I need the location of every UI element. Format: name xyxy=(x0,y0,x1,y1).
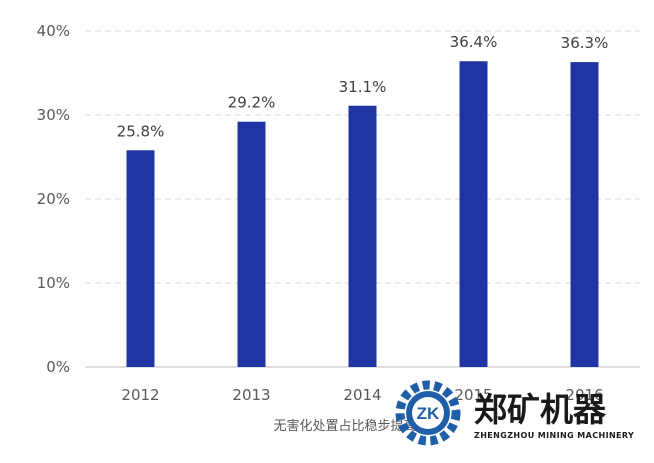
data-label: 25.8% xyxy=(117,122,165,140)
gridlines xyxy=(85,30,640,284)
bar xyxy=(570,62,599,368)
logo-letters: ZK xyxy=(417,404,440,423)
y-tick-label: 20% xyxy=(37,190,70,208)
x-tick-label: 2014 xyxy=(343,386,381,404)
chart-caption: 无害化处置占比稳步提高 xyxy=(273,418,416,434)
brand-subtitle: ZHENGZHOU MINING MACHINERY xyxy=(474,431,634,440)
brand-name: 郑矿机器 xyxy=(474,390,607,429)
x-tick-label: 2013 xyxy=(232,386,270,404)
x-axis-ticks: 2012 2013 2014 2015 2016 xyxy=(121,386,603,404)
brand-watermark: ZK 郑矿机器 ZHENGZHOU MINING MACHINERY xyxy=(395,380,634,446)
x-tick-label: 2012 xyxy=(121,386,159,404)
data-label: 29.2% xyxy=(228,94,276,112)
bars xyxy=(126,61,599,368)
gear-logo-icon: ZK xyxy=(395,380,461,446)
bar xyxy=(237,121,266,367)
data-label: 36.3% xyxy=(561,34,609,52)
y-axis-ticks: 0% 10% 20% 30% 40% xyxy=(37,22,70,376)
x-tick-label: 2016 xyxy=(565,386,603,404)
x-tick-label: 2015 xyxy=(454,386,492,404)
data-labels: 25.8% 29.2% 31.1% 36.4% 36.3% xyxy=(117,33,609,140)
bar xyxy=(459,61,488,368)
y-tick-label: 10% xyxy=(37,274,70,292)
y-tick-label: 30% xyxy=(37,106,70,124)
data-label: 36.4% xyxy=(450,33,498,51)
bar xyxy=(126,150,155,367)
bar xyxy=(348,105,377,367)
data-label: 31.1% xyxy=(339,78,387,96)
y-tick-label: 0% xyxy=(46,358,70,376)
y-tick-label: 40% xyxy=(37,22,70,40)
